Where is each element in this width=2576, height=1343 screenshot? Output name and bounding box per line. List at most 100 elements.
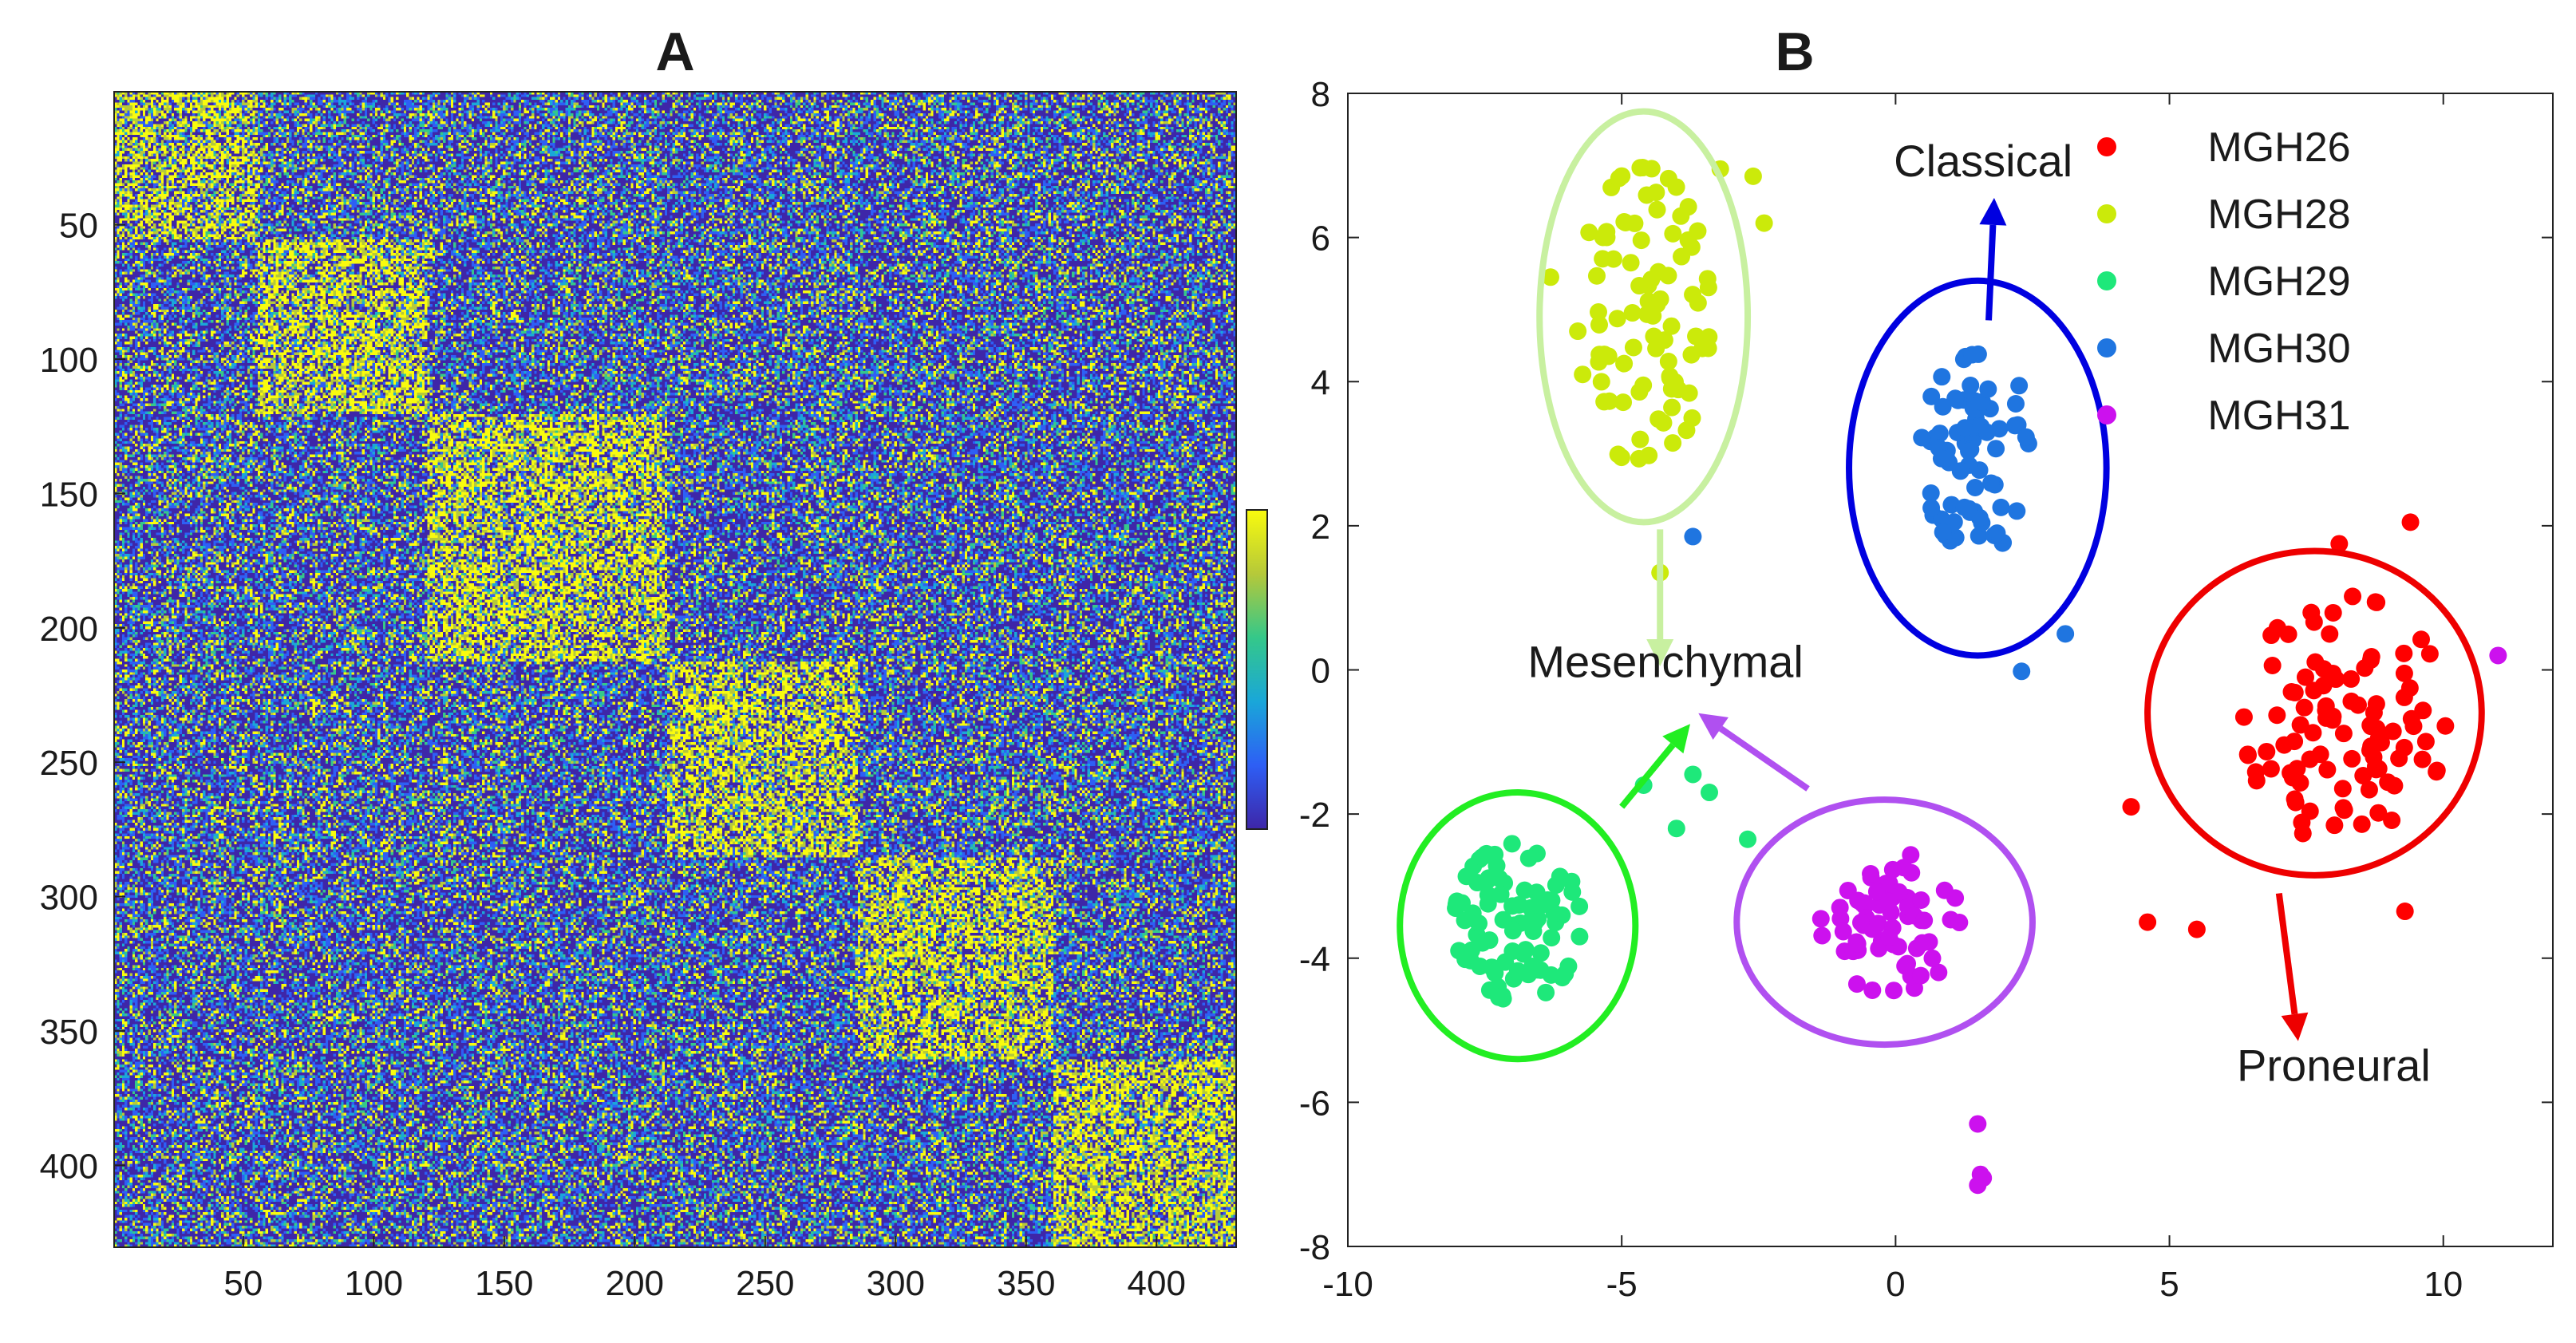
point-mgh29 — [1684, 765, 1702, 784]
point-mgh30 — [2056, 625, 2075, 643]
legend-label-mgh28: MGH28 — [2207, 192, 2350, 238]
heatmap-x-tick-label: 100 — [345, 1264, 403, 1303]
point-mgh30 — [1922, 484, 1940, 503]
point-mgh26 — [2412, 630, 2430, 649]
point-mgh26 — [2361, 651, 2380, 670]
point-mgh29 — [1447, 895, 1465, 914]
point-mgh26 — [2325, 816, 2344, 835]
point-mgh31 — [1883, 860, 1902, 879]
point-mgh31 — [1974, 1169, 1993, 1187]
point-mgh28 — [1587, 267, 1606, 285]
panel-a-title: A — [655, 22, 694, 82]
point-mgh28 — [1659, 352, 1677, 370]
point-mgh26 — [2238, 746, 2257, 764]
point-mgh31 — [1852, 914, 1871, 932]
point-mgh28 — [1626, 214, 1644, 232]
point-mgh28 — [1647, 184, 1665, 202]
point-mgh31 — [1923, 949, 1942, 967]
point-mgh31 — [1862, 864, 1880, 883]
point-mgh29 — [1490, 988, 1508, 1006]
point-mgh28 — [1580, 223, 1598, 242]
point-mgh26 — [2293, 813, 2311, 831]
point-mgh29 — [1519, 849, 1538, 867]
heatmap-x-tick-label: 200 — [606, 1264, 664, 1303]
point-mgh29 — [1471, 957, 1489, 975]
arrow-head-1 — [1979, 197, 2007, 226]
legend-marker-mgh30 — [2097, 338, 2116, 357]
point-mgh31 — [1915, 911, 1934, 930]
point-mgh30 — [2006, 395, 2025, 413]
point-mgh30 — [1922, 499, 1941, 517]
point-mgh26 — [2286, 790, 2304, 808]
point-mgh26 — [2139, 913, 2157, 931]
point-mgh28 — [1664, 224, 1682, 243]
scatter-y-tick-label: -6 — [1299, 1084, 1330, 1123]
scatter-x-tick-label: -10 — [1322, 1265, 1373, 1304]
point-mgh30 — [2013, 662, 2031, 681]
scatter-y-tick-label: 4 — [1311, 363, 1330, 402]
point-mgh31 — [1912, 891, 1930, 909]
point-mgh31 — [1847, 975, 1866, 993]
point-mgh28 — [1608, 310, 1626, 328]
point-mgh28 — [1632, 231, 1650, 250]
point-mgh26 — [2268, 706, 2286, 725]
point-mgh30 — [2017, 428, 2035, 446]
point-mgh30 — [1933, 368, 1951, 386]
point-mgh30 — [1684, 527, 1702, 546]
point-mgh30 — [1932, 449, 1950, 468]
point-mgh29 — [1503, 835, 1521, 853]
heatmap-x-tick-label: 350 — [997, 1264, 1055, 1303]
point-mgh28 — [1679, 198, 1697, 216]
legend-marker-mgh31 — [2097, 405, 2116, 425]
point-mgh28 — [1651, 290, 1669, 308]
point-mgh30 — [1962, 376, 1980, 394]
point-mgh26 — [2416, 733, 2435, 751]
point-mgh28 — [1689, 294, 1707, 312]
point-mgh29 — [1503, 897, 1522, 915]
point-mgh30 — [1930, 425, 1949, 443]
point-mgh28 — [1589, 303, 1607, 322]
scatter-y-tick-label: 6 — [1311, 219, 1330, 259]
point-mgh28 — [1662, 317, 1681, 335]
point-mgh28 — [1574, 365, 1592, 384]
point-mgh26 — [2305, 613, 2323, 631]
heatmap-y-tick-label: 250 — [40, 744, 98, 783]
arrow-head-4 — [1698, 713, 1729, 740]
point-mgh26 — [2362, 737, 2380, 756]
point-mgh31 — [1853, 895, 1871, 913]
point-mgh26 — [2286, 733, 2304, 751]
label-mesenchymal: Mesenchymal — [1527, 637, 1803, 687]
point-mgh26 — [2327, 670, 2345, 689]
point-mgh30 — [1934, 397, 1952, 416]
point-mgh28 — [1623, 304, 1642, 322]
point-mgh26 — [2263, 657, 2282, 675]
point-mgh26 — [2342, 692, 2361, 710]
point-mgh26 — [2286, 683, 2304, 701]
point-mgh29 — [1479, 886, 1497, 904]
point-mgh28 — [1612, 448, 1630, 467]
point-mgh30 — [1960, 442, 1978, 460]
point-mgh26 — [2401, 513, 2420, 531]
point-mgh28 — [1631, 430, 1650, 448]
scatter-x-tick-label: -5 — [1606, 1265, 1638, 1304]
point-mgh26 — [2262, 760, 2280, 778]
point-mgh26 — [2258, 742, 2276, 760]
point-mgh26 — [2234, 708, 2253, 726]
point-mgh30 — [1951, 462, 1970, 480]
heatmap-y-tick-label: 150 — [40, 475, 98, 514]
label-proneural: Proneural — [2237, 1040, 2431, 1090]
point-mgh26 — [2436, 717, 2455, 735]
point-mgh26 — [2369, 804, 2388, 822]
point-mgh28 — [1614, 393, 1633, 412]
arrow-shaft-5 — [2275, 892, 2298, 1015]
point-mgh29 — [1537, 983, 1555, 1001]
heatmap-y-tick-label: 50 — [59, 207, 98, 246]
point-mgh26 — [2301, 750, 2319, 768]
point-mgh28 — [1590, 315, 1608, 334]
point-mgh28 — [1600, 392, 1618, 410]
colorbar — [1247, 510, 1267, 829]
arrow-head-2 — [1646, 638, 1674, 666]
point-mgh31 — [1911, 966, 1930, 985]
point-mgh28 — [1604, 250, 1622, 268]
point-mgh31 — [1935, 881, 1954, 899]
